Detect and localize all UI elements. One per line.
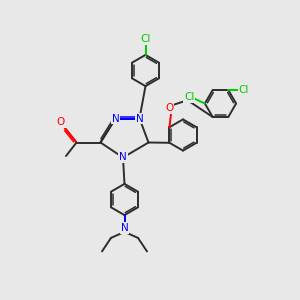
Text: Cl: Cl [184,92,194,102]
Text: O: O [57,117,65,127]
Text: N: N [121,223,128,233]
Text: N: N [136,113,143,124]
Text: N: N [112,113,119,124]
Text: N: N [119,152,127,163]
Text: Cl: Cl [239,85,249,95]
Text: O: O [165,103,174,113]
Text: Cl: Cl [140,34,151,44]
